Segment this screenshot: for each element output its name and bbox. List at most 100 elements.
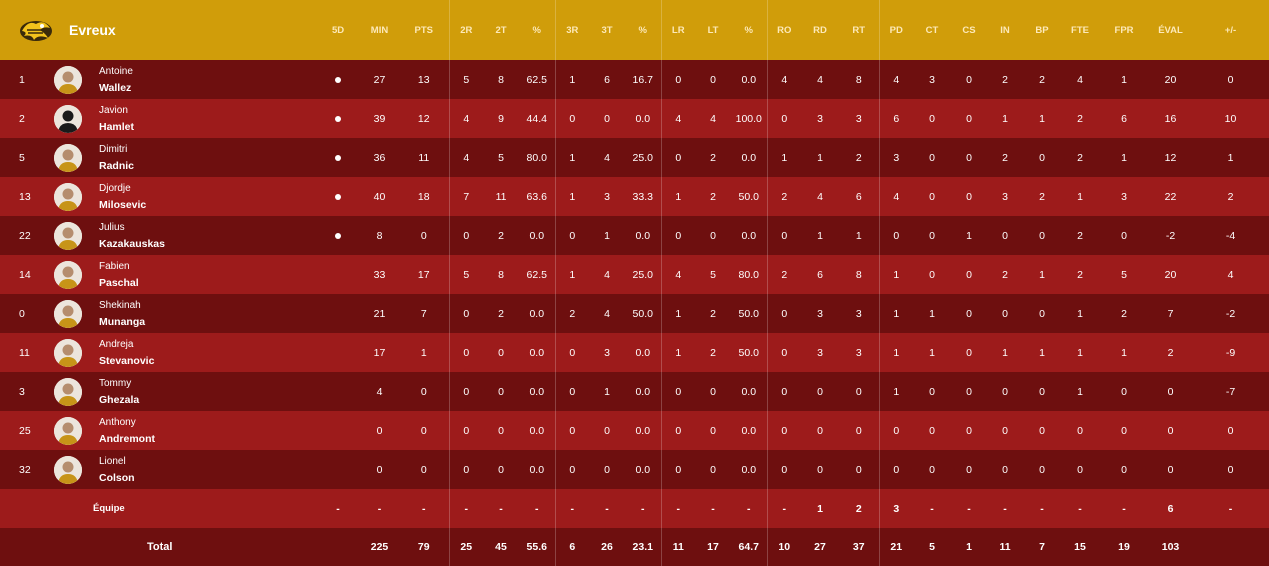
stat-rd: 3 bbox=[817, 307, 823, 320]
stat-3t: 1 bbox=[604, 229, 610, 242]
stat-lpct: 80.0 bbox=[738, 268, 759, 281]
player-cell[interactable]: Anthony Andremont bbox=[48, 411, 316, 450]
stat-fpr: 0 bbox=[1121, 229, 1127, 242]
team-stat-2pct: - bbox=[535, 502, 539, 515]
player-cell[interactable]: Tommy Ghezala bbox=[48, 372, 316, 411]
team-stat-bp: - bbox=[1040, 502, 1044, 515]
player-cell[interactable]: Dimitri Radnic bbox=[48, 138, 316, 177]
total-stat-in: 11 bbox=[999, 541, 1011, 553]
stat-rd: 1 bbox=[817, 151, 823, 164]
col-fte: FTE bbox=[1071, 24, 1089, 36]
stat-2pct: 63.6 bbox=[526, 190, 547, 203]
table-row[interactable]: 2 Javion Hamlet 39 12 4 9 44.4 0 0 0.0 4 4 100.0 0 3 3… bbox=[0, 99, 1269, 138]
player-photo-icon bbox=[54, 338, 82, 367]
table-row[interactable]: 13 Djordje Milosevic 40 18 7 11 63.6 1 3 33.3 1 2 5… bbox=[0, 177, 1269, 216]
player-cell[interactable]: Djordje Milosevic bbox=[48, 177, 316, 216]
stat-lpct: 0.0 bbox=[741, 229, 757, 242]
stat-in: 0 bbox=[1002, 307, 1008, 320]
table-row[interactable]: 25 Anthony Andremont 0 0 0 0 0.0 0 0 0.0 0 0 0.0 0 0 0… bbox=[0, 411, 1269, 450]
stat-lr: 4 bbox=[660, 99, 696, 138]
stat-in: 2 bbox=[1002, 268, 1008, 281]
stat-bp: 1 bbox=[1039, 346, 1045, 359]
table-row[interactable]: 22 Julius Kazakauskas 8 0 0 2 0.0 0 1 0.0 0 0 0.0 0 1… bbox=[0, 216, 1269, 255]
team-stat-ro: - bbox=[766, 489, 802, 528]
col-pd: PD bbox=[878, 0, 914, 60]
stat-min: 4 bbox=[376, 385, 383, 398]
total-stat-pd: 21 bbox=[878, 528, 914, 566]
stat-pts: 18 bbox=[417, 190, 430, 203]
stat-rt: 3 bbox=[855, 112, 862, 125]
stat-ro: 0 bbox=[766, 99, 802, 138]
stat-3r: 0 bbox=[554, 372, 590, 411]
team-stat-plus-minus: - bbox=[1228, 502, 1233, 515]
player-photo-icon bbox=[54, 143, 82, 172]
col-cs: CS bbox=[962, 24, 976, 36]
table-row[interactable]: 0 Shekinah Munanga 21 7 0 2 0.0 2 4 50.0 1 2 50.0 0 3… bbox=[0, 294, 1269, 333]
table-row[interactable]: 11 Andreja Stevanovic 17 1 0 0 0.0 0 3 0.0 1 2 50.0… bbox=[0, 333, 1269, 372]
stat-2r: 7 bbox=[448, 177, 484, 216]
stat-lpct: 50.0 bbox=[738, 307, 759, 320]
player-cell[interactable]: Javion Hamlet bbox=[48, 99, 316, 138]
stat-lt: 2 bbox=[710, 151, 716, 164]
col-min: MIN bbox=[370, 24, 389, 36]
stat-lt: 0 bbox=[710, 424, 716, 437]
stat-lpct: 0.0 bbox=[741, 463, 757, 476]
stat-2pct: 80.0 bbox=[526, 151, 547, 164]
player-cell[interactable]: Fabien Paschal bbox=[48, 255, 316, 294]
team-row: Équipe - - - - - - - - - - - - - 1 2 3 - - - - - - 6 - bbox=[0, 489, 1269, 528]
team-stat-3t: - bbox=[605, 502, 609, 515]
team-name: Evreux bbox=[69, 22, 116, 38]
stat-cs: 0 bbox=[966, 463, 972, 476]
player-cell[interactable]: Shekinah Munanga bbox=[48, 294, 316, 333]
stat-3r: 1 bbox=[554, 177, 590, 216]
player-number: 1 bbox=[19, 73, 25, 86]
stat-pd: 1 bbox=[878, 333, 914, 372]
stat-plus-minus: -7 bbox=[1225, 385, 1236, 398]
stat-2t: 5 bbox=[498, 151, 504, 164]
col-2t: 2T bbox=[495, 24, 507, 36]
total-stat-3pct: 23.1 bbox=[632, 541, 653, 553]
stat-fpr: 0 bbox=[1121, 463, 1127, 476]
col-2pct: % bbox=[532, 24, 541, 36]
col-eval: ÉVAL bbox=[1158, 24, 1183, 36]
stat-2t: 11 bbox=[495, 190, 507, 203]
player-cell[interactable]: Antoine Wallez bbox=[48, 60, 316, 99]
stat-eval: 7 bbox=[1167, 307, 1174, 320]
player-cell[interactable]: Lionel Colson bbox=[48, 450, 316, 489]
total-stat-ct: 5 bbox=[929, 541, 935, 553]
team-stat-lr: - bbox=[660, 489, 696, 528]
table-row[interactable]: 14 Fabien Paschal 33 17 5 8 62.5 1 4 25.0 4 5 80.0 2… bbox=[0, 255, 1269, 294]
stat-rt: 3 bbox=[855, 346, 862, 359]
player-photo-icon bbox=[54, 260, 82, 289]
stat-2r: 0 bbox=[448, 333, 484, 372]
total-stat-lpct: 64.7 bbox=[738, 541, 759, 553]
player-first-name: Andreja bbox=[99, 338, 134, 350]
stat-eval: 20 bbox=[1164, 268, 1177, 281]
table-row[interactable]: 5 Dimitri Radnic 36 11 4 5 80.0 1 4 25.0 0 2 0.0 1 1 2… bbox=[0, 138, 1269, 177]
stat-3r: 0 bbox=[554, 333, 590, 372]
player-first-name: Shekinah bbox=[99, 299, 141, 311]
total-stat-2pct: 55.6 bbox=[526, 541, 547, 553]
player-cell[interactable]: Andreja Stevanovic bbox=[48, 333, 316, 372]
stat-fte: 0 bbox=[1077, 424, 1083, 437]
stat-bp: 1 bbox=[1039, 112, 1045, 125]
col-rt: RT bbox=[852, 24, 866, 36]
table-row[interactable]: 32 Lionel Colson 0 0 0 0 0.0 0 0 0.0 0 0 0.0 0 0 0 0 0 0 0… bbox=[0, 450, 1269, 489]
stat-ro: 0 bbox=[766, 294, 802, 333]
table-row[interactable]: 3 Tommy Ghezala 4 0 0 0 0.0 0 1 0.0 0 0 0.0 0 0 0 1 0 0 0 0… bbox=[0, 372, 1269, 411]
stat-lpct: 0.0 bbox=[741, 385, 757, 398]
stat-2pct: 0.0 bbox=[529, 229, 545, 242]
avatar bbox=[54, 221, 82, 250]
stat-pd: 3 bbox=[878, 138, 914, 177]
stat-bp: 0 bbox=[1039, 463, 1045, 476]
stat-rt: 2 bbox=[855, 151, 862, 164]
stat-fpr: 6 bbox=[1121, 112, 1127, 125]
player-first-name: Antoine bbox=[99, 65, 133, 77]
stat-pd: 4 bbox=[878, 177, 914, 216]
stat-lpct: 50.0 bbox=[738, 346, 759, 359]
player-cell[interactable]: Julius Kazakauskas bbox=[48, 216, 316, 255]
stat-3pct: 0.0 bbox=[635, 229, 651, 242]
stat-plus-minus: 0 bbox=[1227, 73, 1234, 86]
stat-plus-minus: 10 bbox=[1224, 112, 1237, 125]
table-row[interactable]: 1 Antoine Wallez 27 13 5 8 62.5 1 6 16.7 0 0 0.0 4 4 8… bbox=[0, 60, 1269, 99]
